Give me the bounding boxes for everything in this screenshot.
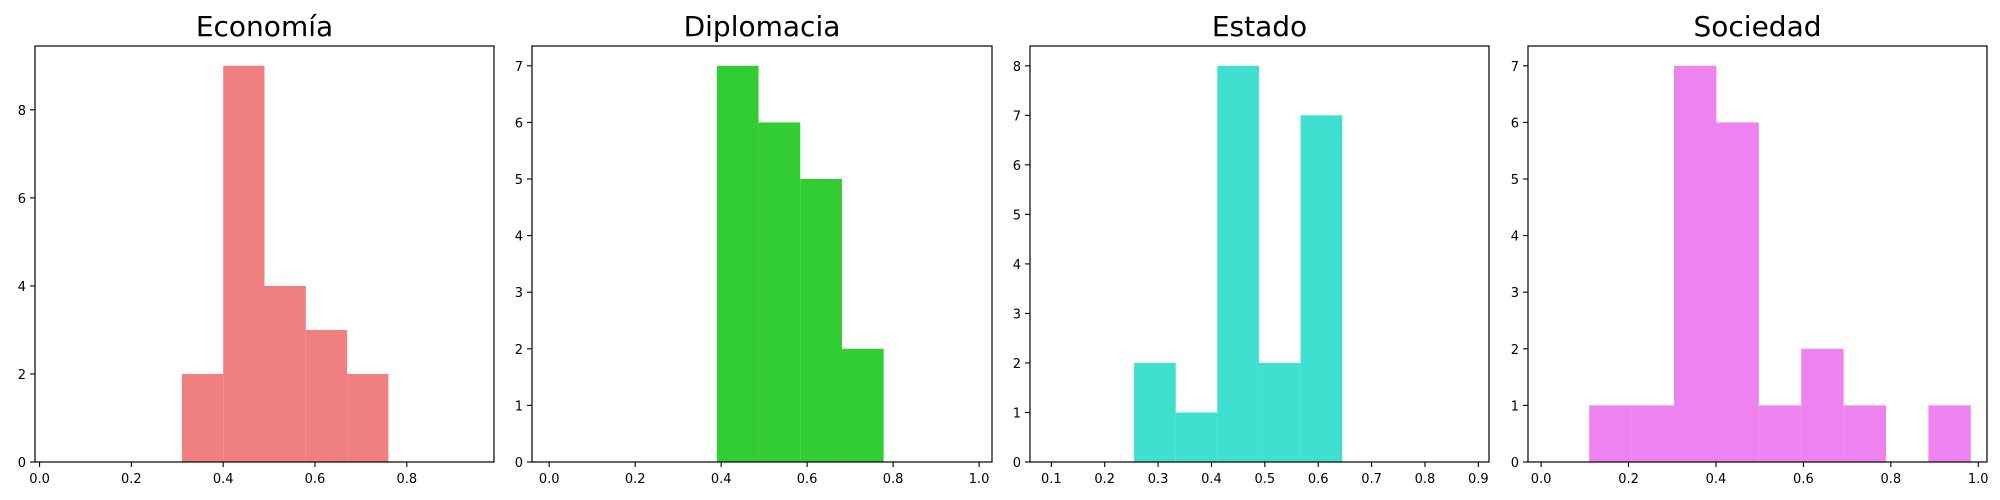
y-tick-label: 6: [1511, 116, 1519, 131]
y-tick-label: 4: [1511, 230, 1519, 245]
histogram-panel-diplomacia: 0.0 0.2 0.4 0.6 0.8 1.0 0 1 2 3 4 5 6 7 Diplomacia: [515, 10, 993, 487]
x-tick-label: 0.0: [1531, 472, 1552, 487]
histogram-panel-economia: 0.0 0.2 0.4 0.6 0.8 0 2 4 6 8 Economía: [18, 10, 495, 487]
y-tick-label: 8: [18, 104, 26, 119]
histogram-panel-sociedad: 0.0 0.2 0.4 0.6 0.8 1.0 0 1 2 3 4 5 6 7 Sociedad: [1511, 10, 1989, 487]
y-tick-label: 5: [1511, 173, 1519, 188]
x-tick-label: 0.2: [625, 472, 646, 487]
x-tick-label: 0.9: [1468, 472, 1489, 487]
histogram-bar: [1589, 405, 1632, 462]
x-tick-label: 0.2: [1618, 472, 1639, 487]
panel-title: Estado: [1212, 10, 1307, 43]
y-tick-label: 2: [1013, 357, 1021, 372]
histogram-bar: [716, 65, 759, 462]
x-tick-label: 0.1: [1041, 472, 1062, 487]
histogram-bar: [1758, 405, 1802, 462]
y-tick-label: 4: [18, 280, 26, 295]
y-tick-label: 8: [1013, 60, 1021, 75]
y-tick-label: 6: [18, 192, 26, 207]
y-tick-label: 1: [515, 399, 523, 414]
x-tick-label: 0.4: [1201, 472, 1222, 487]
histogram-bar: [1716, 122, 1759, 462]
axes-frame: [1527, 45, 1988, 463]
y-tick-label: 2: [515, 343, 523, 358]
y-tick-label: 0: [1013, 456, 1021, 471]
histogram-bar: [1928, 405, 1971, 462]
y-tick-label: 3: [1511, 286, 1519, 301]
y-tick-label: 5: [515, 173, 523, 188]
histogram-bar: [264, 285, 306, 462]
x-tick-label: 0.7: [1361, 472, 1382, 487]
histogram-bar: [1217, 65, 1259, 462]
histogram-bar: [1134, 362, 1176, 462]
x-tick-label: 0.4: [213, 472, 234, 487]
x-tick-label: 0.2: [121, 472, 142, 487]
y-tick-label: 7: [1013, 109, 1021, 124]
x-tick-label: 0.6: [797, 472, 818, 487]
y-tick-label: 6: [515, 116, 523, 131]
histogram-bar: [800, 179, 842, 462]
y-tick-label: 7: [1511, 60, 1519, 75]
x-tick-label: 0.6: [1308, 472, 1329, 487]
x-tick-label: 0.0: [29, 472, 50, 487]
histogram-bar: [347, 373, 389, 462]
axes-frame: [34, 45, 495, 463]
histogram-panel-estado: 0.1 0.2 0.3 0.4 0.5 0.6 0.7 0.8 0.9 0 1 2 3 4 5 6 7 8 Esta…: [1013, 10, 1490, 487]
histogram-bar: [1843, 405, 1887, 462]
y-tick-label: 4: [1013, 258, 1021, 273]
histogram-bar: [1674, 65, 1717, 462]
x-tick-label: 0.4: [711, 472, 732, 487]
histogram-bar: [1300, 115, 1343, 462]
histogram-bar: [181, 373, 224, 462]
y-tick-label: 1: [1511, 399, 1519, 414]
histogram-bar: [1631, 405, 1674, 462]
y-tick-label: 4: [515, 230, 523, 245]
y-tick-label: 3: [1013, 307, 1021, 322]
histogram-bar: [841, 348, 884, 462]
y-tick-label: 0: [18, 456, 26, 471]
y-tick-label: 1: [1013, 406, 1021, 421]
x-tick-label: 0.5: [1254, 472, 1275, 487]
x-tick-label: 0.3: [1148, 472, 1169, 487]
y-tick-label: 2: [1511, 343, 1519, 358]
x-tick-label: 0.0: [539, 472, 560, 487]
panel-title: Sociedad: [1693, 10, 1821, 43]
y-tick-label: 3: [515, 286, 523, 301]
x-tick-label: 0.6: [305, 472, 326, 487]
histogram-bar: [1258, 362, 1301, 462]
x-tick-label: 0.8: [883, 472, 904, 487]
x-tick-label: 0.4: [1706, 472, 1727, 487]
x-tick-label: 0.6: [1793, 472, 1814, 487]
y-tick-label: 0: [1511, 456, 1519, 471]
x-tick-label: 1.0: [1968, 472, 1989, 487]
y-tick-label: 2: [18, 368, 26, 383]
histogram-bar: [1175, 412, 1218, 462]
panel-title: Economía: [196, 10, 333, 43]
x-tick-label: 0.8: [1415, 472, 1436, 487]
x-tick-label: 0.8: [396, 472, 417, 487]
histogram-bar: [1801, 348, 1844, 462]
x-tick-label: 0.8: [1880, 472, 1901, 487]
y-tick-label: 5: [1013, 208, 1021, 223]
panel-title: Diplomacia: [684, 10, 841, 43]
y-tick-label: 0: [515, 456, 523, 471]
y-tick-label: 6: [1013, 159, 1021, 174]
x-tick-label: 0.2: [1094, 472, 1115, 487]
x-tick-label: 1.0: [969, 472, 990, 487]
axes-frame: [1029, 45, 1490, 463]
y-tick-label: 7: [515, 60, 523, 75]
histogram-bar: [305, 329, 348, 462]
histogram-bar: [223, 65, 265, 462]
histogram-bar: [758, 122, 801, 462]
axes-frame: [531, 45, 993, 463]
